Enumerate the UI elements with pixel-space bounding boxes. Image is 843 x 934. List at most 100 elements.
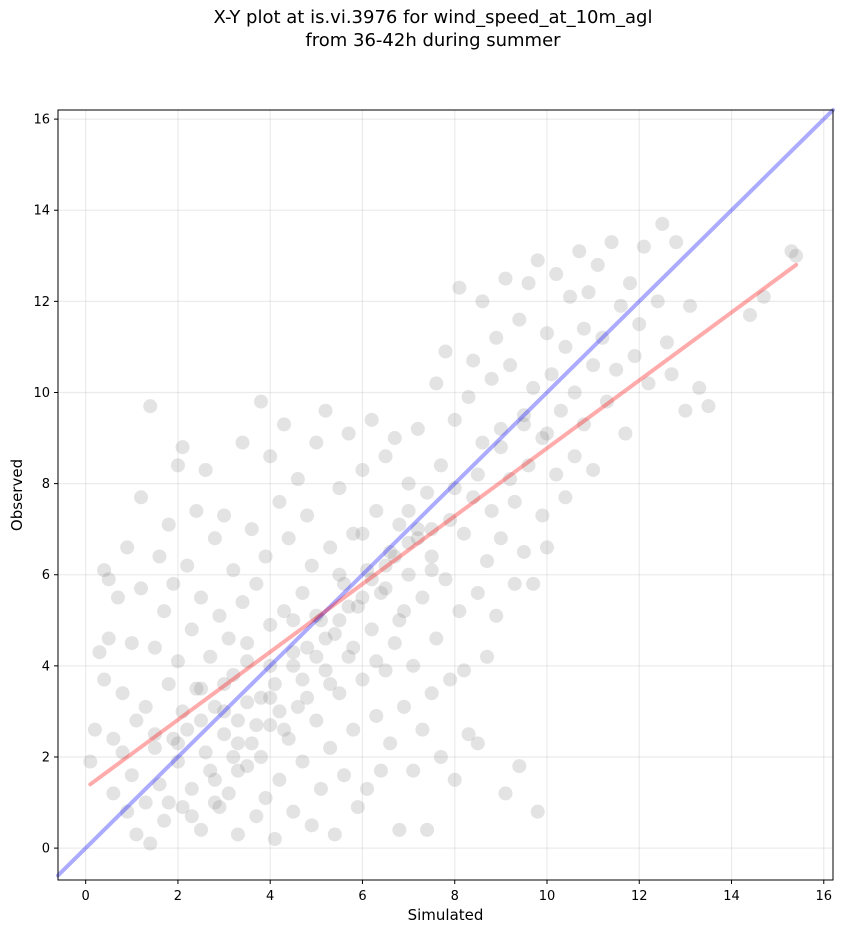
data-point: [83, 754, 98, 769]
data-point: [378, 558, 393, 573]
data-point: [129, 827, 144, 842]
data-point: [373, 763, 388, 778]
y-tick-label: 2: [42, 750, 50, 765]
data-point: [415, 590, 430, 605]
data-point: [447, 772, 462, 787]
y-tick-label: 6: [42, 568, 50, 583]
data-point: [516, 417, 531, 432]
data-point: [166, 731, 181, 746]
data-point: [429, 376, 444, 391]
data-point: [535, 508, 550, 523]
data-point: [323, 677, 338, 692]
y-tick-label: 10: [33, 386, 50, 401]
data-point: [134, 581, 149, 596]
data-point: [655, 216, 670, 231]
x-tick-label: 12: [631, 889, 648, 904]
data-point: [226, 667, 241, 682]
data-point: [350, 800, 365, 815]
data-point: [456, 663, 471, 678]
data-point: [267, 831, 282, 846]
data-point: [189, 681, 204, 696]
data-point: [207, 772, 222, 787]
data-point: [134, 490, 149, 505]
data-point: [212, 800, 227, 815]
data-point: [396, 699, 411, 714]
data-point: [184, 809, 199, 824]
data-point: [175, 440, 190, 455]
data-point: [170, 654, 185, 669]
data-point: [217, 677, 232, 692]
data-point: [599, 394, 614, 409]
x-tick-label: 4: [266, 889, 274, 904]
data-point: [553, 403, 568, 418]
data-point: [323, 540, 338, 555]
data-point: [636, 239, 651, 254]
data-point: [401, 476, 416, 491]
data-point: [406, 658, 421, 673]
data-point: [290, 472, 305, 487]
data-point: [507, 494, 522, 509]
data-point: [110, 590, 125, 605]
x-tick-label: 0: [82, 889, 90, 904]
data-point: [424, 522, 439, 537]
data-point: [659, 335, 674, 350]
data-point: [221, 631, 236, 646]
data-point: [184, 781, 199, 796]
data-point: [166, 576, 181, 591]
data-point: [493, 531, 508, 546]
data-point: [369, 708, 384, 723]
data-point: [309, 608, 324, 623]
data-point: [475, 294, 490, 309]
data-point: [101, 572, 116, 587]
data-point: [682, 298, 697, 313]
data-point: [470, 467, 485, 482]
data-point: [355, 462, 370, 477]
data-point: [420, 485, 435, 500]
data-point: [341, 426, 356, 441]
data-point: [175, 704, 190, 719]
data-point: [290, 699, 305, 714]
data-point: [295, 754, 310, 769]
y-tick-label: 12: [33, 295, 50, 310]
chart-title: X-Y plot at is.vi.3976 for wind_speed_at…: [0, 6, 843, 52]
data-point: [124, 636, 139, 651]
data-point: [258, 549, 273, 564]
data-point: [217, 704, 232, 719]
data-point: [313, 781, 328, 796]
data-point: [452, 604, 467, 619]
data-point: [175, 800, 190, 815]
data-point: [281, 731, 296, 746]
data-point: [641, 376, 656, 391]
data-point: [410, 421, 425, 436]
data-point: [507, 576, 522, 591]
data-point: [97, 563, 112, 578]
data-point: [161, 795, 176, 810]
data-point: [392, 517, 407, 532]
data-point: [217, 508, 232, 523]
data-point: [539, 426, 554, 441]
data-point: [586, 462, 601, 477]
data-point: [194, 590, 209, 605]
data-point: [438, 344, 453, 359]
data-point: [244, 522, 259, 537]
data-point: [249, 576, 264, 591]
data-point: [360, 563, 375, 578]
chart-title-line-1: X-Y plot at is.vi.3976 for wind_speed_at…: [213, 7, 653, 28]
data-point: [549, 267, 564, 282]
data-point: [466, 490, 481, 505]
data-points: [83, 216, 804, 851]
data-point: [101, 631, 116, 646]
data-point: [563, 289, 578, 304]
data-point: [332, 481, 347, 496]
data-point: [401, 567, 416, 582]
data-point: [295, 585, 310, 600]
data-point: [152, 549, 167, 564]
data-point: [341, 649, 356, 664]
data-point: [318, 663, 333, 678]
data-point: [378, 449, 393, 464]
data-point: [337, 576, 352, 591]
data-point: [277, 604, 292, 619]
data-point: [350, 599, 365, 614]
data-point: [576, 321, 591, 336]
data-point: [235, 435, 250, 450]
